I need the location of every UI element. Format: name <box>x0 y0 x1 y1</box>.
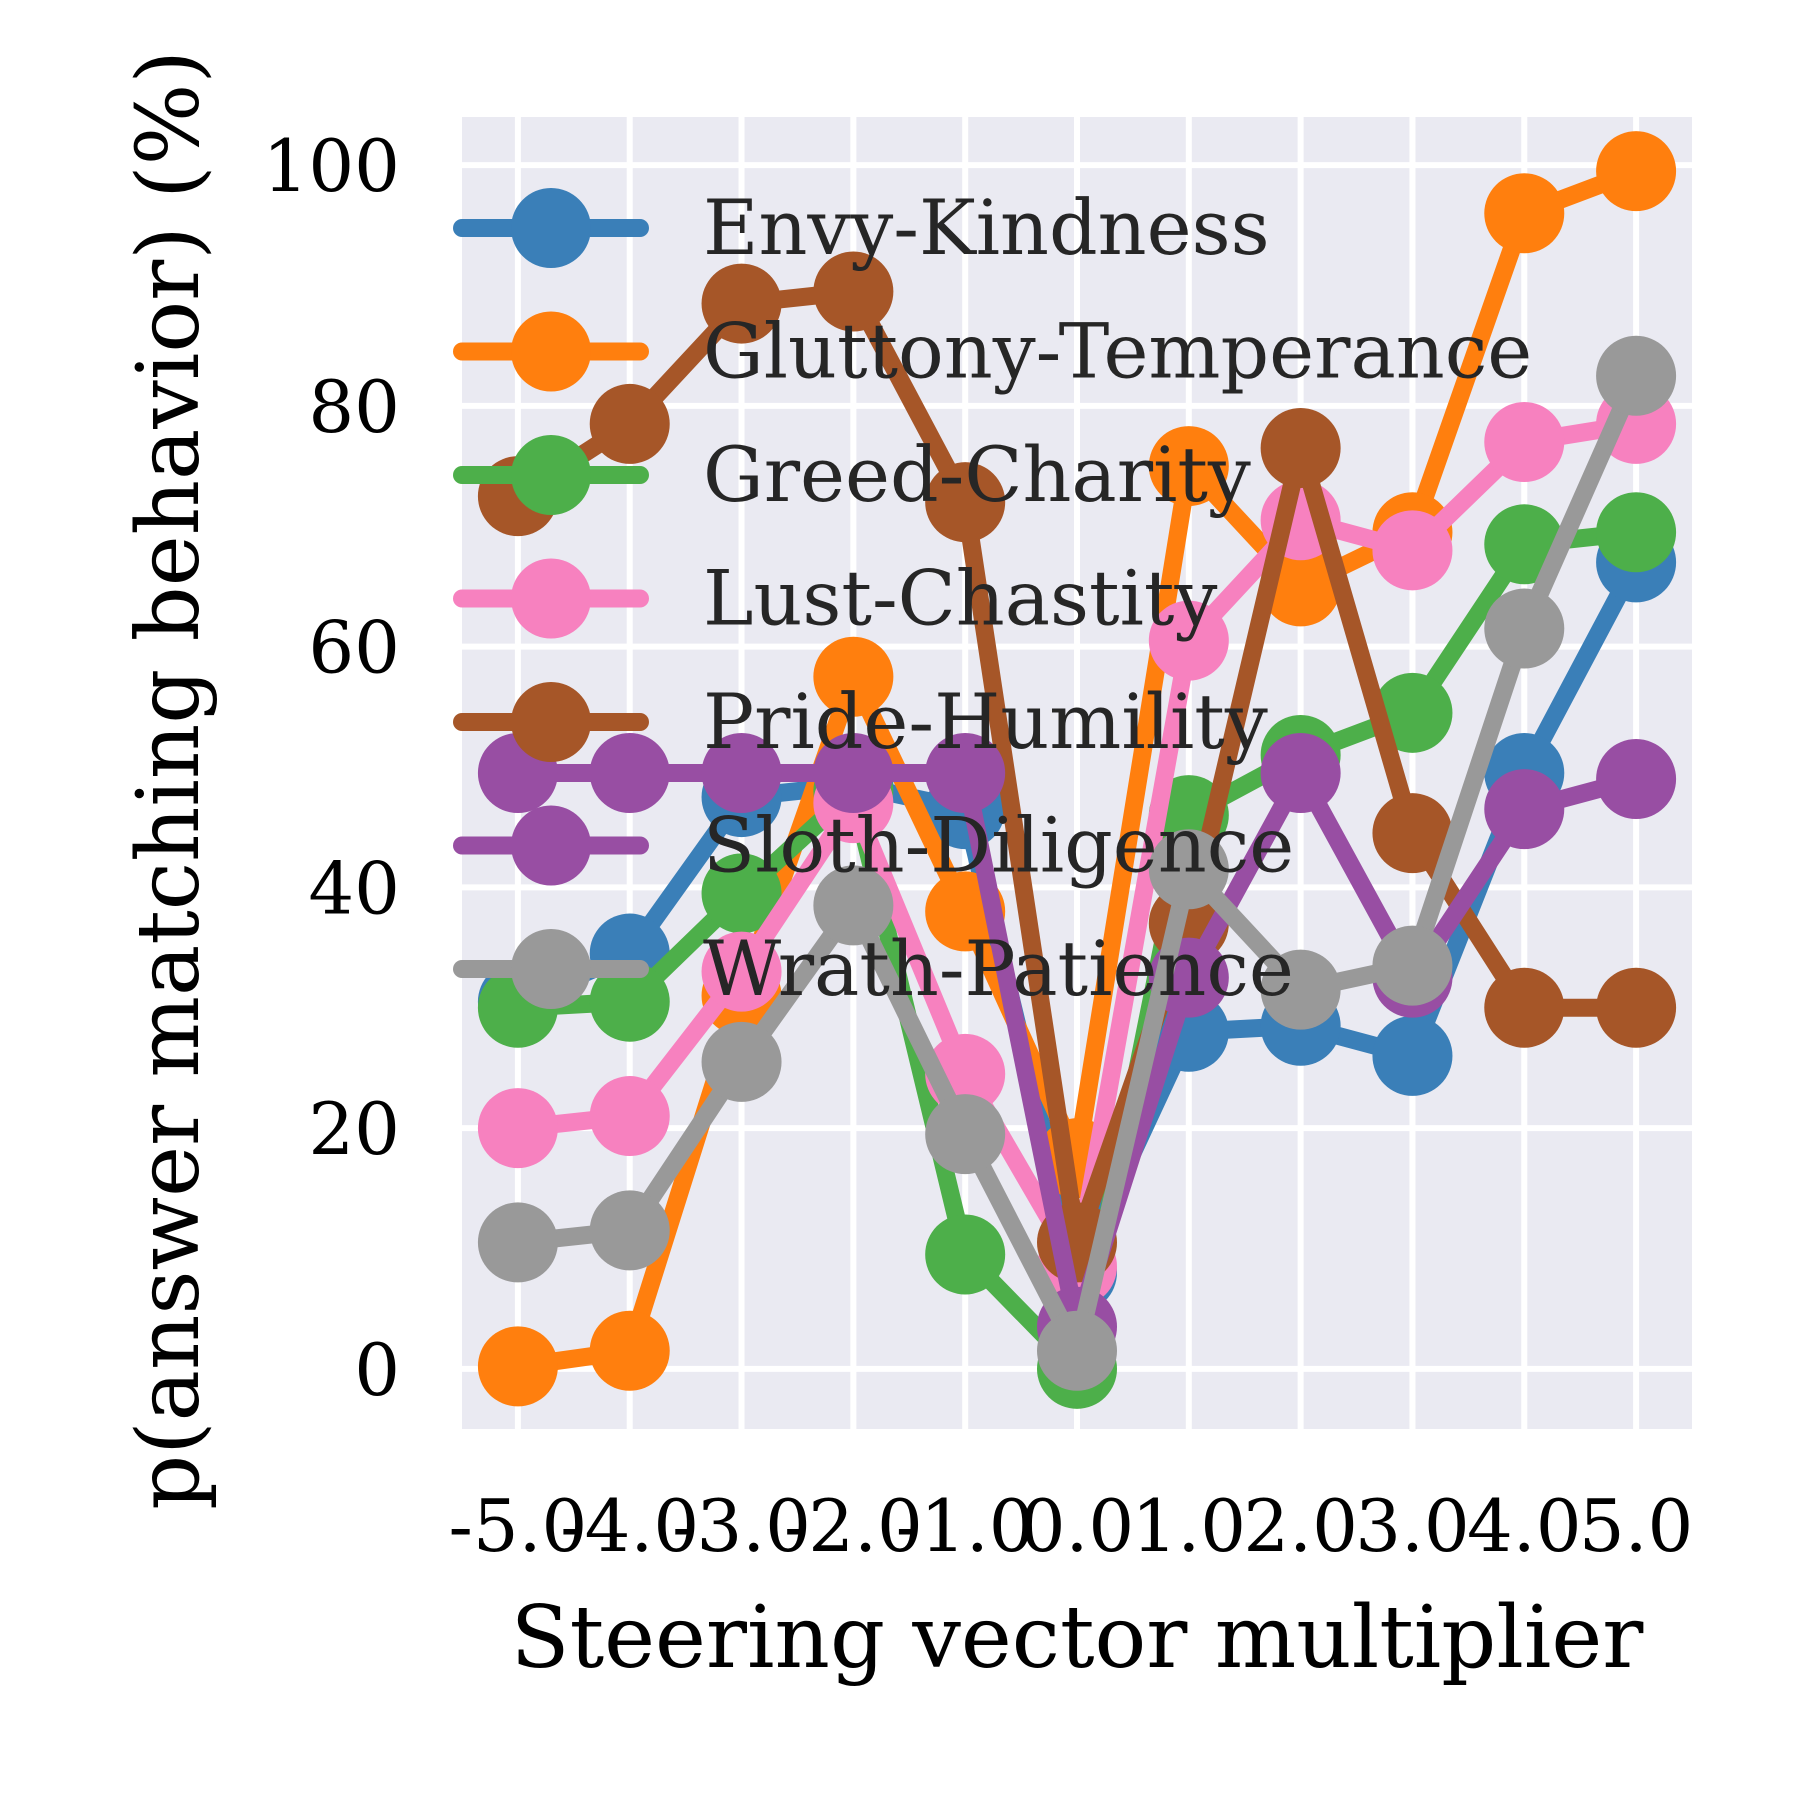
x-tick-label: 4.0 <box>1467 1484 1582 1568</box>
data-point <box>1484 173 1565 254</box>
x-tick-label: -1.0 <box>896 1484 1035 1568</box>
legend-label: Envy-Kindness <box>703 183 1270 272</box>
data-point <box>589 383 670 464</box>
data-point <box>1596 492 1677 573</box>
data-point <box>1596 967 1677 1048</box>
data-point <box>1372 925 1453 1006</box>
data-point <box>589 961 670 1042</box>
data-point <box>589 733 670 813</box>
legend-entry: Envy-Kindness <box>453 183 1270 272</box>
y-tick-label: 100 <box>263 124 400 208</box>
series-layer <box>477 131 1677 1409</box>
legend-label: Lust-Chastity <box>703 554 1217 643</box>
x-tick-label: -5.0 <box>448 1484 587 1568</box>
legend-label: Greed-Charity <box>703 430 1251 519</box>
data-point <box>1484 967 1565 1048</box>
x-tick-label: 5.0 <box>1579 1484 1694 1568</box>
legend-entry: Greed-Charity <box>453 430 1251 519</box>
legend-marker <box>511 311 591 392</box>
data-point <box>701 1021 782 1102</box>
legend-entry: Wrath-Patience <box>453 924 1294 1013</box>
data-point <box>1148 600 1229 681</box>
y-tick-label: 60 <box>308 606 400 690</box>
legend-marker <box>511 188 591 268</box>
legend-marker <box>511 805 591 886</box>
x-tick-label: -3.0 <box>672 1484 811 1568</box>
x-tick-label: 0.0 <box>1020 1484 1135 1568</box>
y-tick-label: 0 <box>354 1328 400 1412</box>
x-tick-label: -4.0 <box>560 1484 699 1568</box>
data-point <box>1148 426 1229 507</box>
data-point <box>701 263 782 344</box>
x-tick-label: -2.0 <box>784 1484 923 1568</box>
data-point <box>1260 408 1341 489</box>
data-point <box>1260 733 1341 813</box>
x-tick-label: 2.0 <box>1243 1484 1358 1568</box>
legend-label: Gluttony-Temperance <box>703 307 1532 396</box>
series-wrath-patience <box>477 335 1677 1391</box>
legend: Envy-Kindness Gluttony-Temperance Greed-Ch… <box>453 183 1532 1013</box>
data-point <box>1372 510 1453 591</box>
x-tick-labels: -5.0-4.0-3.0-2.0-1.00.01.02.03.04.05.0 <box>448 1484 1693 1568</box>
data-point <box>701 931 782 1012</box>
data-point <box>925 1094 1006 1175</box>
data-point <box>813 865 894 946</box>
legend-label: Pride-Humility <box>703 677 1268 766</box>
data-point <box>1148 829 1229 910</box>
legend-marker <box>511 682 591 762</box>
legend-label: Sloth-Diligence <box>703 801 1294 890</box>
data-point <box>589 1076 670 1157</box>
legend-entry: Lust-Chastity <box>453 554 1217 643</box>
data-point <box>1484 588 1565 669</box>
data-point <box>477 1326 558 1407</box>
data-point <box>813 251 894 332</box>
legend-marker <box>511 558 591 639</box>
data-point <box>1372 793 1453 874</box>
x-tick-label: 3.0 <box>1355 1484 1470 1568</box>
data-point <box>1260 949 1341 1030</box>
data-point <box>1596 739 1677 820</box>
x-tick-label: 1.0 <box>1132 1484 1247 1568</box>
legend-entry: Sloth-Diligence <box>453 801 1294 890</box>
y-tick-label: 40 <box>308 846 400 930</box>
data-point <box>1037 1310 1117 1391</box>
data-point <box>477 1088 558 1169</box>
data-point <box>701 733 782 813</box>
y-tick-label: 20 <box>308 1087 400 1171</box>
legend-label: Wrath-Patience <box>703 924 1294 1013</box>
y-tick-label: 80 <box>308 365 400 449</box>
data-point <box>925 1214 1006 1295</box>
y-axis-title: p(answer matching behavior) (%) <box>119 50 219 1510</box>
data-point <box>1484 769 1565 850</box>
data-point <box>1484 401 1565 482</box>
data-point <box>1372 1015 1453 1096</box>
data-point <box>477 1202 558 1283</box>
data-point <box>1596 131 1677 212</box>
data-point <box>925 733 1006 813</box>
x-axis-title: Steering vector multiplier <box>511 1588 1645 1688</box>
data-point <box>589 1310 670 1391</box>
data-point <box>925 462 1006 543</box>
legend-marker <box>511 435 591 515</box>
data-point <box>701 853 782 934</box>
data-point <box>813 733 894 813</box>
legend-marker <box>511 929 591 1009</box>
legend-entry: Gluttony-Temperance <box>453 307 1532 396</box>
y-tick-labels: 0 20 40 60 80 100 <box>263 124 400 1412</box>
data-point <box>1596 335 1677 416</box>
data-point <box>813 636 894 717</box>
data-point <box>589 1190 670 1271</box>
legend-entry: Pride-Humility <box>453 677 1268 766</box>
